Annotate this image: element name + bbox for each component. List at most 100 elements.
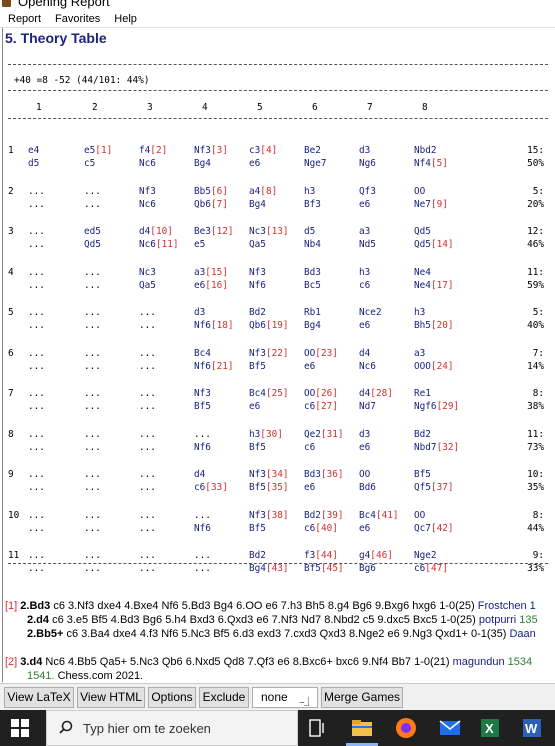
note-reference[interactable]: [46] bbox=[370, 550, 393, 561]
file-explorer-icon[interactable] bbox=[350, 716, 374, 740]
note-reference[interactable]: [27] bbox=[315, 401, 338, 412]
note-reference[interactable]: [37] bbox=[430, 482, 454, 493]
note-reference[interactable]: [35] bbox=[265, 482, 289, 493]
options-button[interactable]: Options bbox=[148, 687, 196, 708]
move-cell[interactable]: f4[2] bbox=[139, 144, 167, 157]
note-reference[interactable]: [9] bbox=[430, 198, 448, 210]
merge-games-button[interactable]: Merge Games bbox=[321, 687, 403, 708]
move-cell[interactable]: f3[44] bbox=[304, 549, 338, 562]
move-cell[interactable]: OO[23] bbox=[304, 347, 338, 360]
report-content[interactable]: 5. Theory Table +40 =8 -52 (44/101: 44%)… bbox=[0, 27, 555, 682]
move-cell[interactable]: Ngf6[29] bbox=[414, 400, 459, 413]
move-cell[interactable]: e6[16] bbox=[194, 279, 228, 292]
move-cell[interactable]: Bc4[41] bbox=[359, 509, 399, 522]
menu-favorites[interactable]: Favorites bbox=[55, 12, 101, 25]
move-cell[interactable]: Nf6[18] bbox=[194, 319, 234, 332]
move-cell[interactable]: a4[8] bbox=[249, 185, 277, 198]
note-reference[interactable]: [3] bbox=[210, 145, 228, 156]
note-reference[interactable]: [6] bbox=[210, 185, 228, 197]
note-player[interactable]: Daan bbox=[509, 628, 536, 640]
taskbar-search-box[interactable]: Typ hier om te zoeken bbox=[46, 710, 298, 746]
note-reference[interactable]: [33] bbox=[205, 482, 228, 493]
note-player[interactable]: Frostchen 1 bbox=[477, 600, 536, 612]
move-cell[interactable]: Qc7[42] bbox=[414, 522, 454, 535]
move-cell[interactable]: Nf3[22] bbox=[249, 347, 289, 360]
note-reference[interactable]: [17] bbox=[430, 279, 454, 291]
note-reference[interactable]: [15] bbox=[205, 266, 228, 278]
move-cell[interactable]: h3[30] bbox=[249, 428, 283, 441]
note-reference[interactable]: [11] bbox=[155, 239, 179, 250]
note-reference[interactable]: [1] bbox=[95, 145, 113, 156]
move-cell[interactable]: Qe2[31] bbox=[304, 428, 344, 441]
note-reference[interactable]: [14] bbox=[430, 239, 454, 250]
note-reference[interactable]: [22] bbox=[265, 347, 289, 359]
note-reference[interactable]: [20] bbox=[430, 320, 454, 331]
move-cell[interactable]: Bd2[39] bbox=[304, 509, 344, 522]
menu-help[interactable]: Help bbox=[114, 12, 137, 25]
note-reference[interactable]: [39] bbox=[320, 509, 344, 521]
move-cell[interactable]: c6[27] bbox=[304, 400, 338, 413]
note-reference[interactable]: [44] bbox=[315, 550, 338, 561]
note-reference[interactable]: [34] bbox=[265, 469, 289, 480]
move-cell[interactable]: OOO[24] bbox=[414, 360, 454, 373]
move-cell[interactable]: Nc6[11] bbox=[139, 238, 179, 251]
note-reference[interactable]: [28] bbox=[370, 388, 393, 399]
move-cell[interactable]: OO[26] bbox=[304, 387, 338, 400]
move-cell[interactable]: Bf5[35] bbox=[249, 481, 289, 494]
note-reference[interactable]: [21] bbox=[210, 360, 234, 372]
note-reference[interactable]: [16] bbox=[205, 279, 228, 291]
note-reference[interactable]: [47] bbox=[425, 563, 448, 574]
exclude-dropdown[interactable]: none ⎯⏌ bbox=[252, 687, 318, 708]
move-cell[interactable]: g4[46] bbox=[359, 549, 393, 562]
move-cell[interactable]: Bg4[43] bbox=[249, 562, 289, 575]
note-ref[interactable]: [2] bbox=[5, 656, 18, 668]
note-ref[interactable]: [1] bbox=[5, 600, 18, 612]
move-cell[interactable]: Ne4[17] bbox=[414, 279, 454, 292]
note-reference[interactable]: [18] bbox=[210, 320, 234, 331]
note-reference[interactable]: [40] bbox=[315, 522, 338, 534]
move-cell[interactable]: Nf3[38] bbox=[249, 509, 289, 522]
firefox-icon[interactable] bbox=[394, 716, 418, 740]
windows-start-icon[interactable] bbox=[11, 719, 29, 737]
mail-icon[interactable] bbox=[438, 716, 462, 740]
move-cell[interactable]: d4[28] bbox=[359, 387, 393, 400]
note-reference[interactable]: [2] bbox=[150, 145, 168, 156]
note-reference[interactable]: [25] bbox=[265, 388, 289, 399]
move-cell[interactable]: c6[40] bbox=[304, 522, 338, 535]
note-player[interactable]: potpurri bbox=[478, 614, 517, 626]
move-cell[interactable]: Bc4[25] bbox=[249, 387, 289, 400]
task-view-icon[interactable] bbox=[309, 719, 325, 737]
note-player[interactable]: magundun bbox=[452, 656, 505, 668]
move-cell[interactable]: c6[47] bbox=[414, 562, 448, 575]
move-cell[interactable]: c3[4] bbox=[249, 144, 277, 157]
move-cell[interactable]: Bb5[6] bbox=[194, 185, 228, 198]
move-cell[interactable]: Ne7[9] bbox=[414, 198, 448, 211]
move-cell[interactable]: Bh5[20] bbox=[414, 319, 454, 332]
move-cell[interactable]: Nf3[3] bbox=[194, 144, 228, 157]
move-cell[interactable]: Qb6[19] bbox=[249, 319, 289, 332]
note-reference[interactable]: [42] bbox=[430, 522, 454, 534]
note-reference[interactable]: [36] bbox=[320, 469, 344, 480]
note-reference[interactable]: [19] bbox=[265, 320, 289, 331]
note-reference[interactable]: [31] bbox=[320, 428, 344, 440]
move-cell[interactable]: Nf3[34] bbox=[249, 468, 289, 481]
move-cell[interactable]: c6[33] bbox=[194, 481, 228, 494]
note-reference[interactable]: [12] bbox=[210, 226, 234, 237]
move-cell[interactable]: Nc3[13] bbox=[249, 225, 289, 238]
move-cell[interactable]: e5[1] bbox=[84, 144, 112, 157]
note-reference[interactable]: [41] bbox=[375, 509, 399, 521]
note-reference[interactable]: [26] bbox=[315, 388, 338, 399]
note-reference[interactable]: [43] bbox=[265, 563, 289, 574]
move-cell[interactable]: Nf6[21] bbox=[194, 360, 234, 373]
note-reference[interactable]: [38] bbox=[265, 509, 289, 521]
note-reference[interactable]: [13] bbox=[265, 226, 289, 237]
view-latex-button[interactable]: View LaTeX bbox=[4, 687, 74, 708]
move-cell[interactable]: Qb6[7] bbox=[194, 198, 228, 211]
word-icon[interactable]: W bbox=[520, 716, 544, 740]
note-reference[interactable]: [29] bbox=[436, 401, 460, 412]
move-cell[interactable]: a3[15] bbox=[194, 266, 228, 279]
excel-icon[interactable]: X bbox=[478, 716, 502, 740]
note-reference[interactable]: [32] bbox=[436, 441, 460, 453]
move-cell[interactable]: Bf5[45] bbox=[304, 562, 344, 575]
note-reference[interactable]: [5] bbox=[430, 158, 448, 169]
